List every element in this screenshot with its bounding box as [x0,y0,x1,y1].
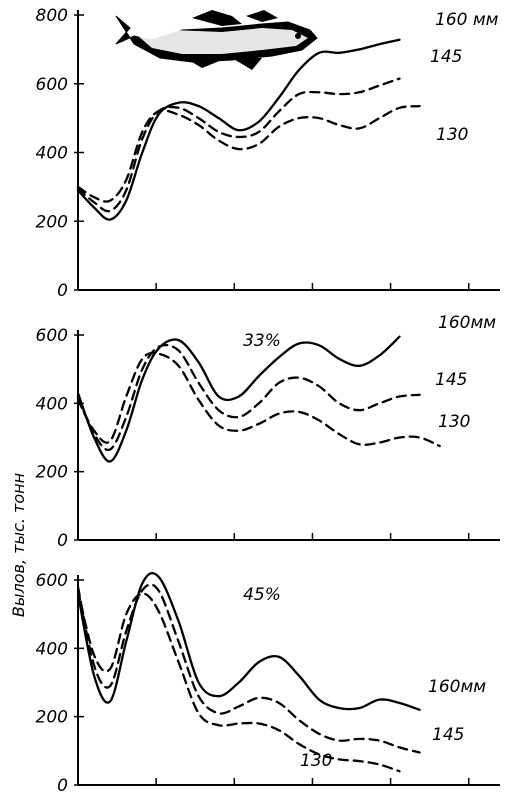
series-label-2: 145 [430,47,462,67]
y-axis-label: Вылов, тыс. тонн [9,473,28,617]
fish-illustration [115,10,318,70]
series-label-3: 130 [436,125,468,145]
y-tick-label: 400 [36,639,68,659]
series-line-1 [76,38,401,221]
series-label-3: 130 [438,412,470,432]
y-tick-label: 600 [36,326,68,346]
series-line-3 [76,104,421,203]
series-label-1: 160 мм [435,10,499,30]
series-line-3 [76,589,401,773]
series-line-1 [76,335,401,463]
y-tick-label: 600 [36,571,68,591]
series-line-2 [76,343,421,452]
series-label-2: 145 [435,370,467,390]
chart-panel-2: 0 200 400 600 160мм 145 130 33% [36,313,500,551]
series-line-3 [76,351,441,448]
panel-annotation: 45% [243,585,281,605]
y-tick-label: 800 [36,6,68,26]
series-line-2 [76,77,401,213]
y-tick-label: 0 [57,281,68,301]
panel-annotation: 33% [243,331,281,351]
series-label-2: 145 [432,725,464,745]
series-line-2 [76,583,421,754]
series-label-1: 160мм [438,313,496,333]
y-tick-label: 600 [36,75,68,95]
y-tick-label: 0 [57,531,68,551]
series-line-1 [76,572,421,711]
y-tick-label: 0 [57,776,68,796]
y-tick-label: 200 [36,463,68,483]
series-label-1: 160мм [428,677,486,697]
y-tick-label: 400 [36,394,68,414]
chart-panel-1: 0 200 400 600 800 160 мм 145 130 [36,6,500,301]
y-tick-label: 200 [36,708,68,728]
y-tick-label: 400 [36,144,68,164]
chart-panel-3: 0 200 400 600 160мм 145 130 45% [36,571,500,796]
series-label-3: 130 [300,751,332,771]
y-tick-label: 200 [36,212,68,232]
